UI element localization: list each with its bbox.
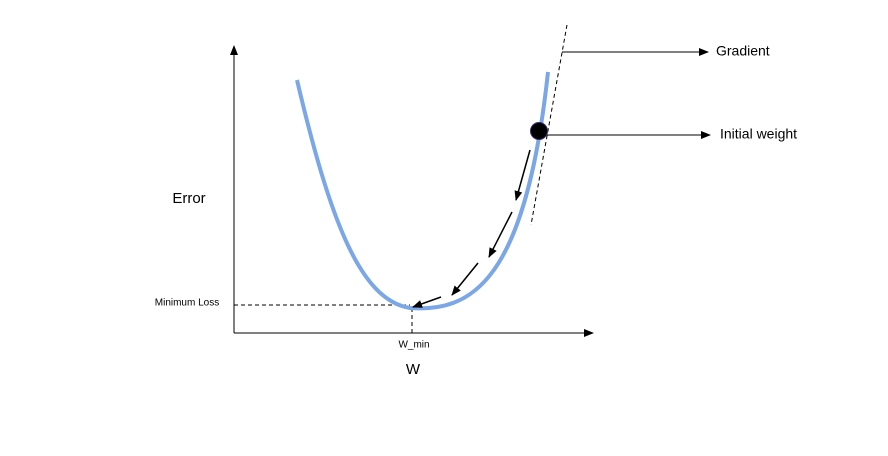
initial-weight-point (530, 122, 548, 140)
min-loss-label: Minimum Loss (155, 298, 219, 309)
gradient-label: Gradient (716, 43, 770, 59)
descent-arrow (451, 262, 479, 296)
error-curve (295, 71, 550, 311)
w-min-label: W_min (398, 340, 429, 351)
descent-arrow (488, 211, 513, 258)
descent-arrow (412, 296, 442, 308)
tangent-line (530, 24, 568, 226)
initial-weight-label: Initial weight (720, 126, 797, 142)
x-axis-label: W (406, 361, 421, 378)
y-axis-label: Error (172, 190, 205, 207)
descent-arrow (514, 149, 531, 201)
